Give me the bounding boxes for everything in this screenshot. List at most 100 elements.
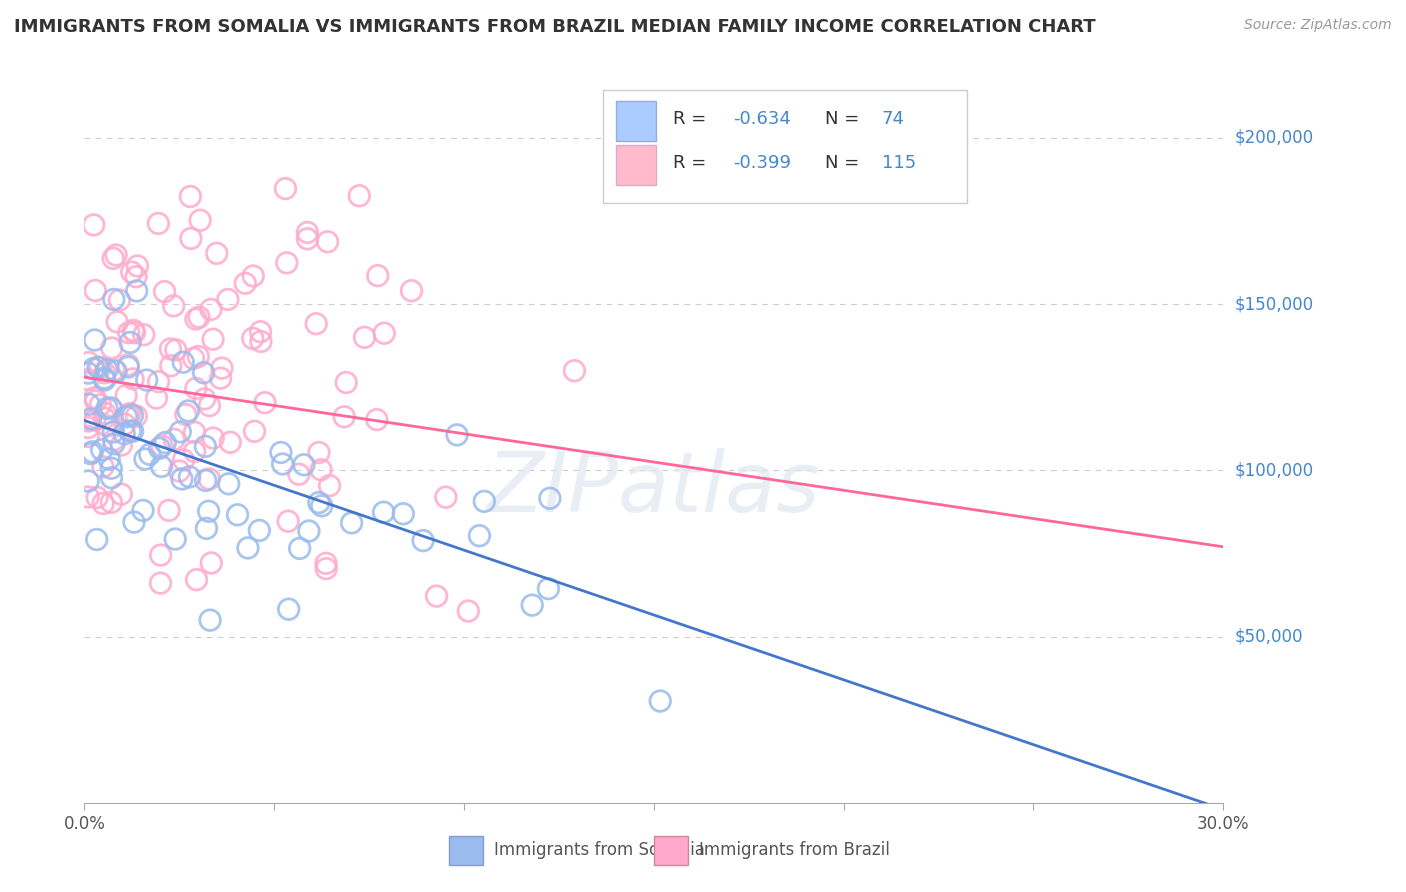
Text: $150,000: $150,000 xyxy=(1234,295,1313,313)
Point xyxy=(274,181,297,195)
Point xyxy=(179,189,201,203)
Point xyxy=(200,302,222,317)
Point xyxy=(93,371,115,385)
Point xyxy=(121,424,143,438)
Point xyxy=(349,188,371,202)
Point xyxy=(120,335,142,350)
Point xyxy=(226,508,249,522)
Point xyxy=(163,432,186,446)
Text: N =: N = xyxy=(825,110,859,128)
Point xyxy=(198,472,221,486)
Point xyxy=(373,326,395,341)
Point xyxy=(83,413,105,427)
Text: R =: R = xyxy=(673,153,706,172)
Point xyxy=(82,445,104,459)
Point xyxy=(89,398,111,412)
Point xyxy=(195,521,218,535)
Point xyxy=(132,327,155,342)
Point xyxy=(392,507,415,521)
Point xyxy=(148,375,170,389)
Point xyxy=(84,284,107,298)
Point xyxy=(84,394,107,409)
Point xyxy=(292,458,315,472)
Point xyxy=(198,613,221,627)
Point xyxy=(160,359,183,373)
Point xyxy=(100,461,122,475)
Point xyxy=(122,372,145,386)
Text: Immigrants from Somalia: Immigrants from Somalia xyxy=(495,841,706,859)
Point xyxy=(157,503,180,517)
Point xyxy=(77,420,100,434)
Point xyxy=(83,218,105,232)
Point xyxy=(96,401,118,416)
Point xyxy=(188,213,211,227)
Point xyxy=(125,269,148,284)
Point xyxy=(103,425,125,439)
Point xyxy=(446,428,468,442)
Point xyxy=(315,557,337,571)
Point xyxy=(253,395,276,409)
Point xyxy=(118,326,141,340)
Point xyxy=(77,414,100,428)
Point xyxy=(367,268,389,283)
Point xyxy=(100,495,122,509)
Point xyxy=(243,425,266,439)
Point xyxy=(172,453,194,467)
Point xyxy=(412,533,434,548)
Point xyxy=(118,407,141,421)
Point xyxy=(194,474,217,488)
Point xyxy=(105,364,128,378)
Point xyxy=(108,293,131,307)
Point xyxy=(105,315,128,329)
Point xyxy=(270,445,292,459)
Point xyxy=(91,459,114,474)
Point xyxy=(79,447,101,461)
Point xyxy=(271,457,294,471)
Point xyxy=(96,363,118,377)
Point xyxy=(308,495,330,509)
Point xyxy=(100,401,122,415)
Point xyxy=(100,341,122,355)
FancyBboxPatch shape xyxy=(449,836,484,865)
Point xyxy=(426,589,449,603)
Point xyxy=(83,333,105,347)
Point xyxy=(277,514,299,528)
Text: ZIPatlas: ZIPatlas xyxy=(486,448,821,529)
Point xyxy=(110,438,132,452)
Text: Source: ZipAtlas.com: Source: ZipAtlas.com xyxy=(1244,18,1392,32)
Point xyxy=(184,381,207,395)
Point xyxy=(93,373,115,387)
Point xyxy=(77,474,100,488)
Point xyxy=(87,360,110,375)
Point xyxy=(316,235,339,249)
Point xyxy=(117,359,139,374)
Point xyxy=(90,442,112,457)
Point xyxy=(373,505,395,519)
Point xyxy=(103,293,125,307)
Point xyxy=(93,411,115,425)
Point xyxy=(211,361,233,376)
Text: -0.399: -0.399 xyxy=(734,153,792,172)
Point xyxy=(83,391,105,405)
Point xyxy=(124,326,146,340)
Point xyxy=(103,436,125,450)
Point xyxy=(186,573,208,587)
Point xyxy=(288,541,311,556)
Point xyxy=(125,409,148,424)
Point xyxy=(236,541,259,555)
Point xyxy=(187,350,209,364)
Point xyxy=(288,467,311,482)
Point xyxy=(77,397,100,411)
Point xyxy=(77,429,100,443)
Point xyxy=(188,310,211,325)
Point xyxy=(333,409,356,424)
Point xyxy=(297,226,319,240)
Point xyxy=(250,334,273,349)
Point xyxy=(149,576,172,591)
Text: Immigrants from Brazil: Immigrants from Brazil xyxy=(699,841,890,859)
Point xyxy=(247,524,270,538)
Point xyxy=(94,406,117,420)
Point xyxy=(457,604,479,618)
Point xyxy=(472,494,495,508)
FancyBboxPatch shape xyxy=(603,90,967,203)
